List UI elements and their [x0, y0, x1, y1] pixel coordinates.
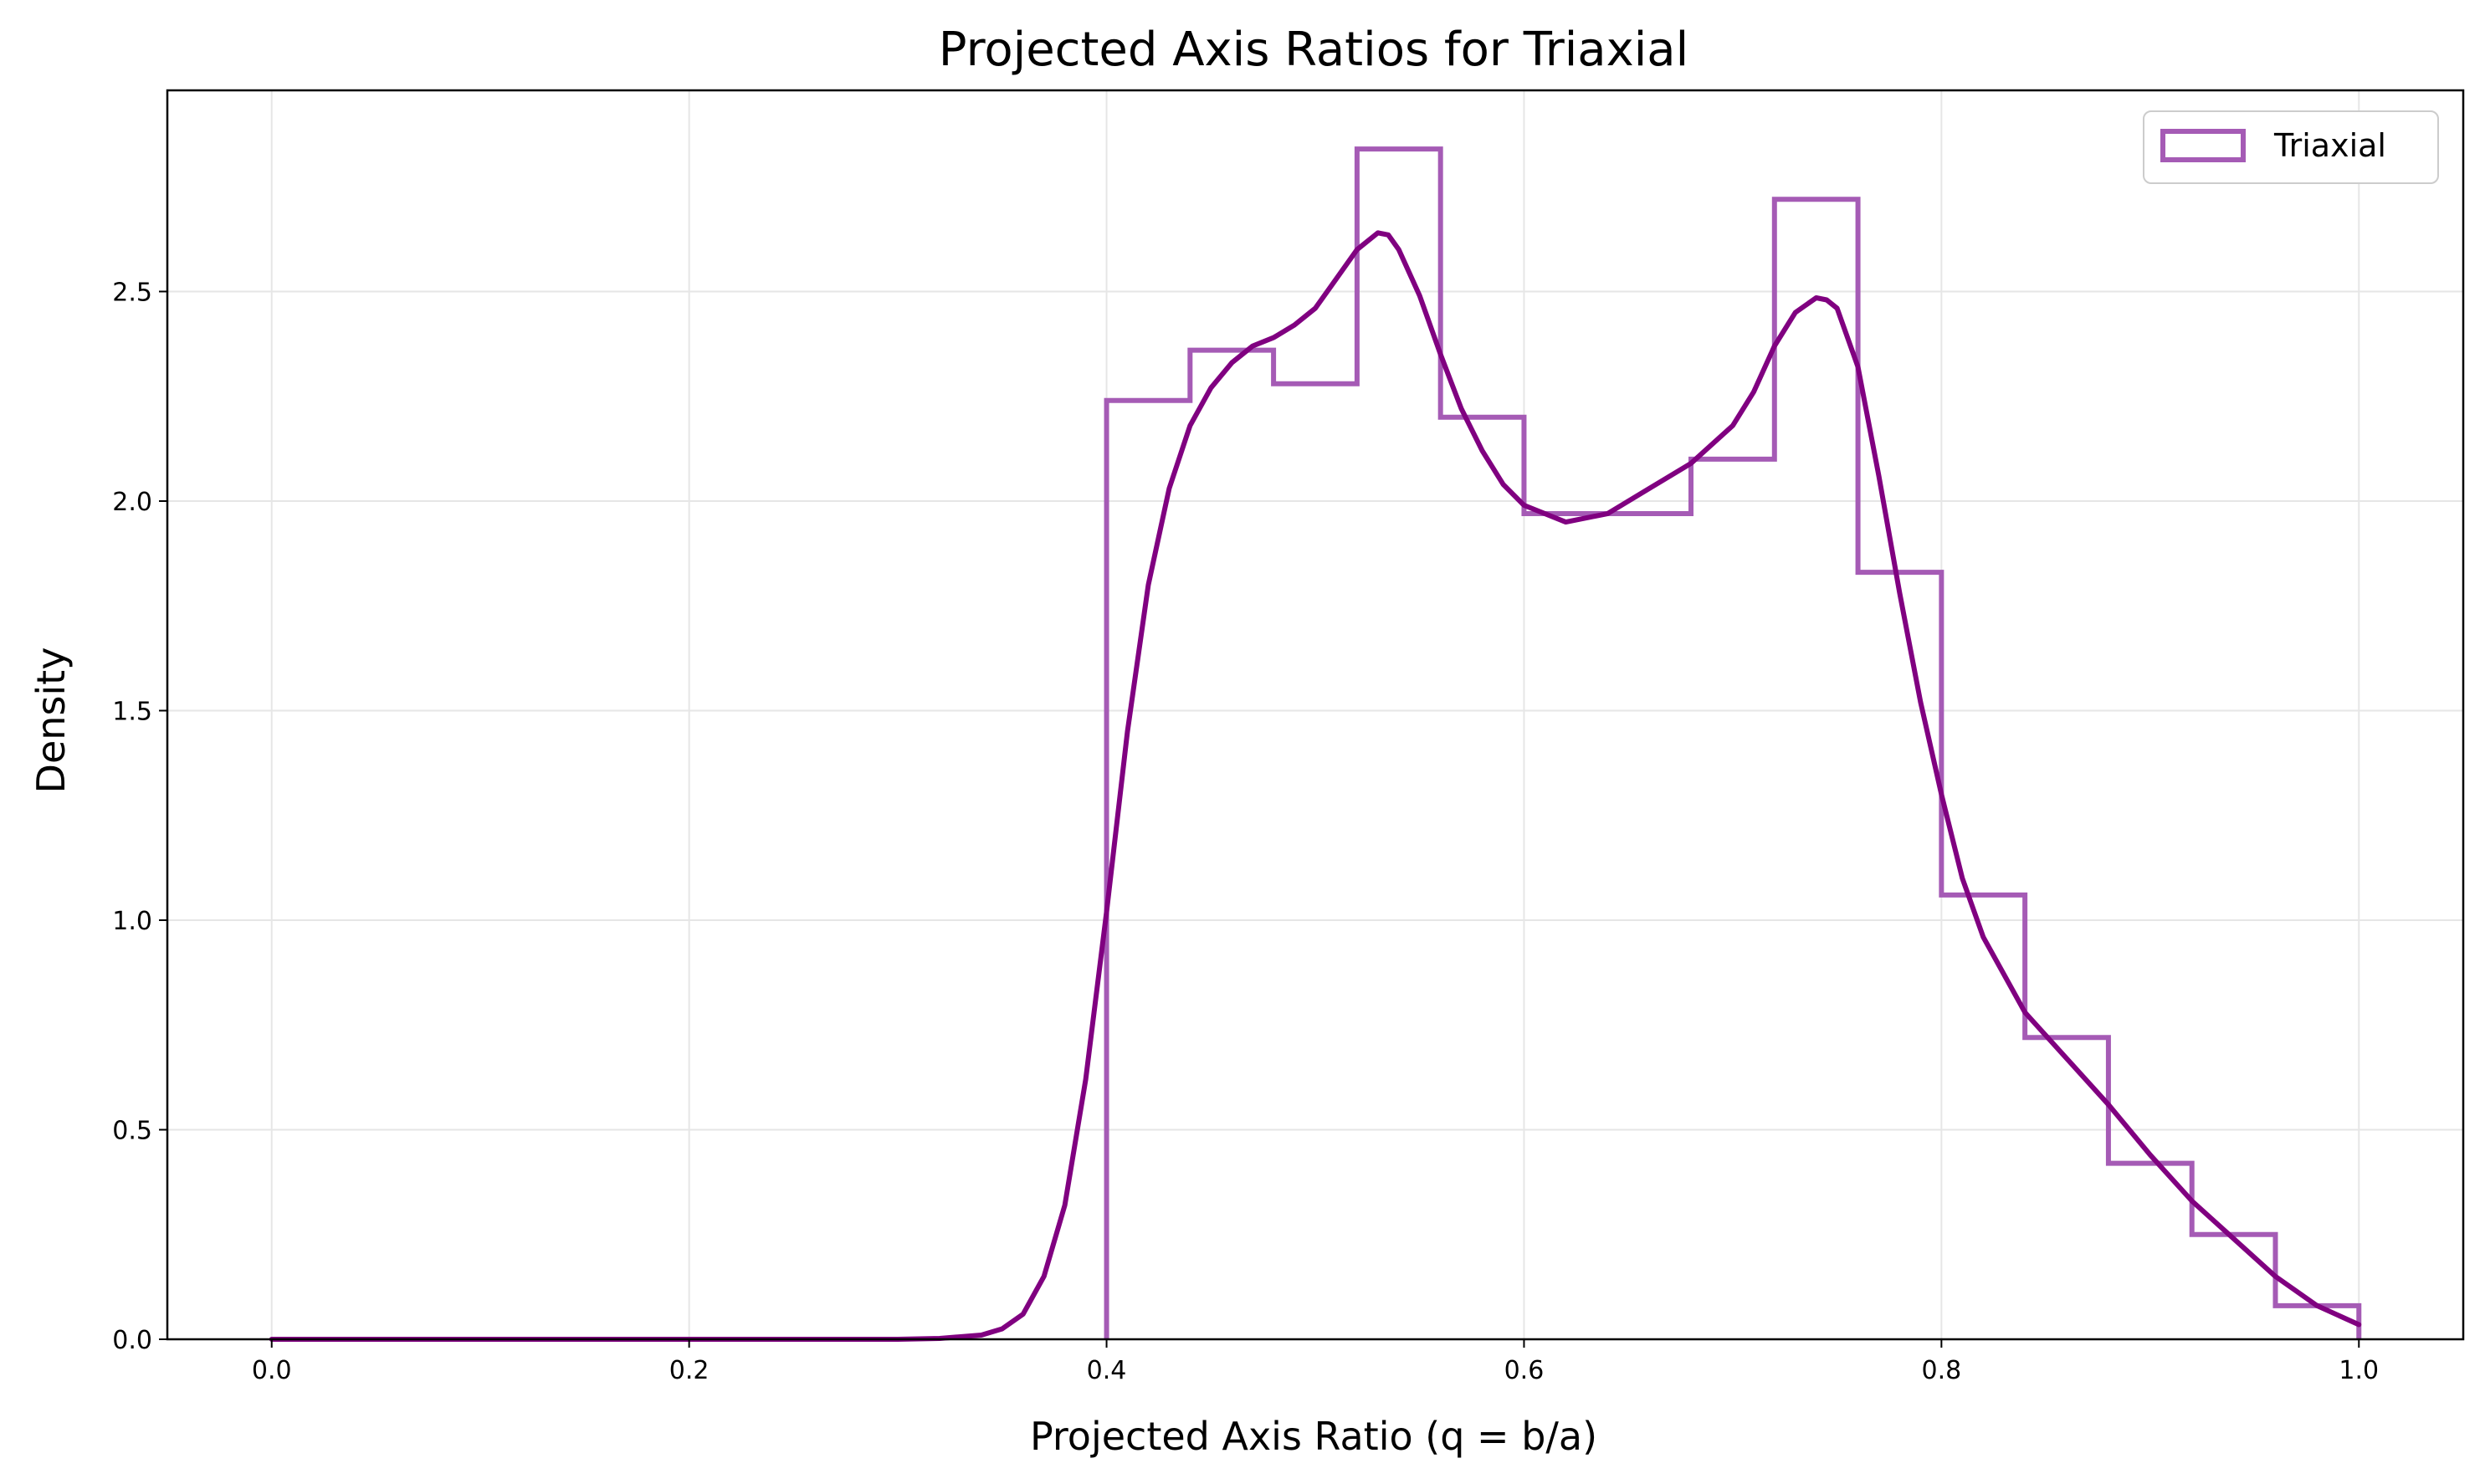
legend-label-triaxial: Triaxial [2273, 127, 2386, 164]
chart-title: Projected Axis Ratios for Triaxial [939, 23, 1688, 77]
legend: Triaxial [2143, 110, 2439, 184]
kde-series [269, 230, 2362, 1342]
y-tick-label: 1.0 [112, 907, 152, 936]
plot-frame [166, 89, 2465, 1341]
x-axis-ticks: 0.0 0.2 0.4 0.6 0.8 1.0 [252, 1339, 2379, 1385]
x-tick-label: 0.4 [1087, 1356, 1127, 1385]
legend-swatch [2160, 129, 2246, 162]
y-tick-label: 2.0 [112, 488, 152, 517]
x-axis-label: Projected Axis Ratio (q = b/a) [1030, 1414, 1597, 1459]
x-tick-label: 0.6 [1504, 1356, 1545, 1385]
y-tick-label: 0.5 [112, 1116, 152, 1145]
y-tick-label: 2.5 [112, 278, 152, 307]
histogram-series [1104, 146, 2362, 1339]
y-tick-label: 1.5 [112, 697, 152, 726]
x-tick-label: 0.2 [669, 1356, 710, 1385]
x-tick-label: 1.0 [2339, 1356, 2379, 1385]
y-axis-ticks: 0.0 0.5 1.0 1.5 2.0 2.5 [112, 278, 167, 1355]
x-tick-label: 0.0 [252, 1356, 292, 1385]
kde-curve [269, 230, 2362, 1342]
x-tick-label: 0.8 [1922, 1356, 1962, 1385]
y-axis-label: Density [28, 647, 74, 794]
y-tick-label: 0.0 [112, 1326, 152, 1355]
histogram-outline [1104, 146, 2362, 1339]
